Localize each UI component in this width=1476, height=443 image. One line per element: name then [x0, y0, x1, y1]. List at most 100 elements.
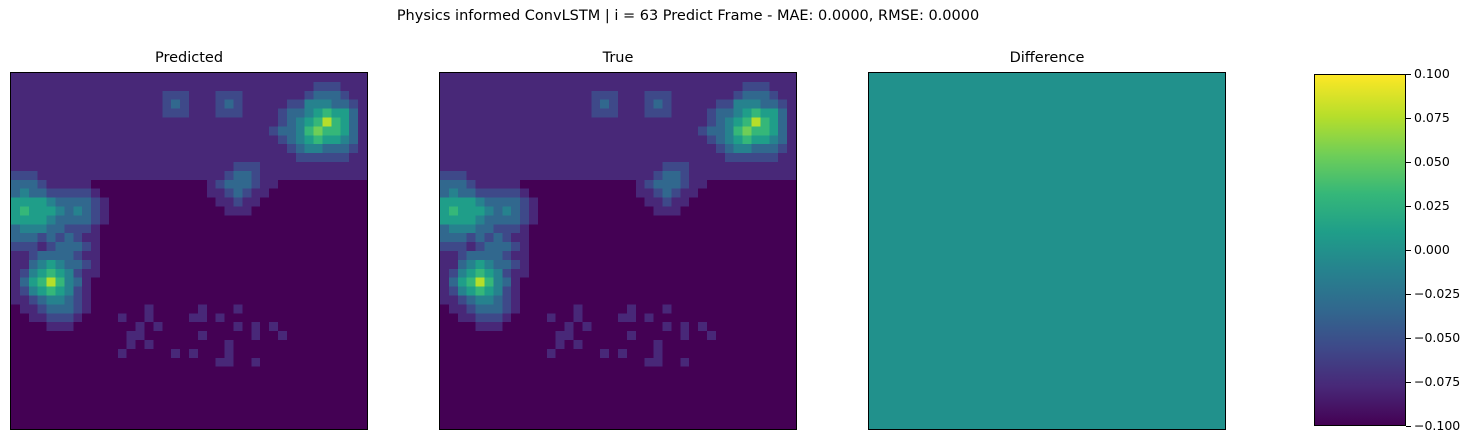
true-cell	[591, 135, 601, 145]
predicted-cell	[340, 126, 350, 136]
true-cell	[609, 144, 619, 154]
difference-cell	[1189, 179, 1199, 189]
difference-cell	[1198, 366, 1208, 376]
difference-cell	[1162, 233, 1172, 243]
predicted-cell	[269, 268, 279, 278]
predicted-cell	[278, 402, 288, 412]
true-cell	[662, 90, 672, 100]
predicted-cell	[233, 81, 243, 91]
predicted-cell	[189, 135, 199, 145]
true-cell	[760, 153, 770, 163]
predicted-cell	[251, 420, 261, 429]
difference-cell	[1100, 90, 1110, 100]
true-cell	[448, 251, 458, 261]
predicted-cell	[100, 224, 110, 234]
difference-cell	[1180, 322, 1190, 332]
true-cell	[698, 384, 708, 394]
true-cell	[707, 135, 717, 145]
predicted-cell	[189, 348, 199, 358]
difference-cell	[1207, 162, 1217, 172]
predicted-cell	[224, 135, 234, 145]
true-cell	[537, 286, 547, 296]
difference-cell	[993, 153, 1003, 163]
difference-cell	[1136, 144, 1146, 154]
difference-cell	[1198, 402, 1208, 412]
difference-cell	[1216, 340, 1225, 350]
true-cell	[635, 126, 645, 136]
true-cell	[751, 411, 761, 421]
predicted-cell	[19, 375, 29, 385]
predicted-cell	[171, 313, 181, 323]
predicted-cell	[64, 99, 74, 109]
difference-cell	[1198, 393, 1208, 403]
difference-cell	[877, 188, 887, 198]
difference-cell	[975, 286, 985, 296]
predicted-cell	[331, 286, 341, 296]
predicted-cell	[11, 375, 21, 385]
difference-cell	[984, 295, 994, 305]
predicted-cell	[278, 242, 288, 252]
difference-cell	[1100, 313, 1110, 323]
predicted-cell	[224, 188, 234, 198]
predicted-cell	[197, 402, 207, 412]
predicted-cell	[91, 197, 101, 207]
difference-cell	[1180, 144, 1190, 154]
predicted-cell	[251, 224, 261, 234]
difference-cell	[1153, 286, 1163, 296]
difference-cell	[913, 90, 923, 100]
true-cell	[671, 393, 681, 403]
predicted-cell	[64, 384, 74, 394]
predicted-cell	[180, 170, 190, 180]
true-cell	[511, 295, 521, 305]
difference-cell	[922, 135, 932, 145]
predicted-cell	[11, 162, 21, 172]
difference-cell	[1207, 81, 1217, 91]
predicted-cell	[144, 340, 154, 350]
true-cell	[751, 81, 761, 91]
true-cell	[600, 233, 610, 243]
true-cell	[733, 357, 743, 367]
true-cell	[475, 295, 485, 305]
predicted-cell	[162, 277, 172, 287]
predicted-cell	[313, 277, 323, 287]
predicted-cell	[260, 135, 270, 145]
true-cell	[440, 99, 450, 109]
true-cell	[448, 340, 458, 350]
true-cell	[653, 206, 663, 216]
true-cell	[600, 188, 610, 198]
true-cell	[511, 99, 521, 109]
true-cell	[698, 366, 708, 376]
true-cell	[466, 197, 476, 207]
difference-cell	[931, 322, 941, 332]
difference-cell	[1038, 188, 1048, 198]
true-cell	[591, 126, 601, 136]
true-cell	[582, 170, 592, 180]
predicted-cell	[37, 108, 47, 118]
difference-cell	[1047, 179, 1057, 189]
difference-cell	[1216, 268, 1225, 278]
true-cell	[626, 348, 636, 358]
true-cell	[546, 304, 556, 314]
predicted-cell	[278, 259, 288, 269]
predicted-cell	[313, 242, 323, 252]
predicted-cell	[180, 268, 190, 278]
predicted-cell	[215, 233, 225, 243]
true-cell	[484, 153, 494, 163]
true-cell	[680, 206, 690, 216]
true-cell	[609, 304, 619, 314]
predicted-cell	[162, 90, 172, 100]
difference-cell	[975, 108, 985, 118]
difference-cell	[993, 224, 1003, 234]
difference-cell	[1153, 188, 1163, 198]
predicted-cell	[233, 286, 243, 296]
difference-cell	[958, 304, 968, 314]
predicted-cell	[82, 340, 92, 350]
predicted-cell	[100, 420, 110, 429]
true-cell	[653, 384, 663, 394]
difference-cell	[1127, 393, 1137, 403]
true-cell	[769, 108, 779, 118]
difference-cell	[904, 348, 914, 358]
difference-cell	[877, 224, 887, 234]
true-cell	[769, 402, 779, 412]
difference-cell	[1047, 153, 1057, 163]
